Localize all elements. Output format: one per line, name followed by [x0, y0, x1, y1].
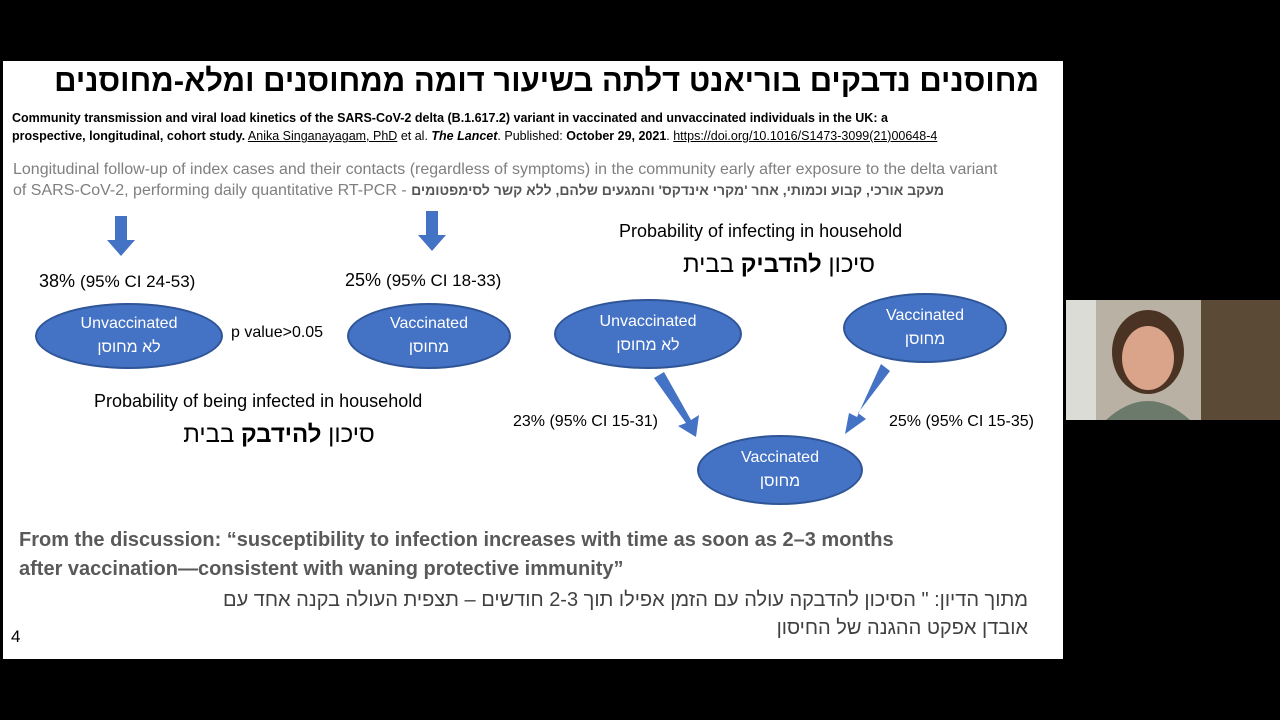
slide-title: מחוסנים נדבקים בוריאנט דלתה בשיעור דומה … [54, 63, 1039, 98]
doi-link[interactable]: https://doi.org/10.1016/S1473-3099(21)00… [673, 129, 938, 143]
reference-line-2: prospective, longitudinal, cohort study.… [12, 129, 938, 143]
vax-transmission-rate: 25% (95% CI 15-35) [889, 413, 1034, 430]
p-value-label: p value>0.05 [231, 324, 324, 341]
method-line-2: of SARS-CoV-2, performing daily quantita… [13, 182, 945, 199]
author-link[interactable]: Anika Singanayagam, PhD [247, 129, 398, 143]
unvaccinated-ellipse-left: Unvaccinated לא מחוסן [35, 303, 223, 369]
discussion-he-line-1: מתוך הדיון: " הסיכון להדבקה עולה עם הזמן… [223, 589, 1028, 611]
vaccinated-contact-ellipse: Vaccinated מחוסן [697, 435, 863, 505]
down-arrow-right [418, 211, 446, 251]
page-number: 4 [11, 627, 21, 646]
being-infected-caption-he: סיכון להידבק בבית [183, 421, 375, 448]
webcam-video-thumbnail[interactable] [1066, 300, 1280, 420]
transmission-arrows [654, 364, 890, 437]
infecting-caption-en: Probability of infecting in household [619, 221, 903, 241]
discussion-he-line-2: אובדן אפקט ההגנה של החיסון [776, 617, 1028, 639]
arrow-unvax-to-vax [654, 372, 699, 437]
discussion-en-line-2: after vaccination—consistent with waning… [19, 558, 624, 580]
unvax-transmission-rate: 23% (95% CI 15-31) [513, 413, 658, 430]
method-line-1: Longitudinal follow-up of index cases an… [13, 161, 998, 178]
unvaccinated-infected-rate: 38% (95% CI 24-53) [39, 271, 196, 291]
infecting-caption-he: סיכון להדביק בבית [683, 251, 875, 278]
being-infected-caption-en: Probability of being infected in househo… [94, 391, 423, 411]
vaccinated-ellipse-right: Vaccinated מחוסן [843, 293, 1007, 363]
reference-line-1: Community transmission and viral load ki… [12, 111, 888, 125]
unvaccinated-ellipse-right: Unvaccinated לא מחוסן [554, 299, 742, 369]
vaccinated-infected-rate: 25% (95% CI 18-33) [345, 270, 502, 290]
down-arrow-left [107, 216, 135, 256]
presenter-video-icon [1066, 300, 1280, 420]
presentation-slide: מחוסנים נדבקים בוריאנט דלתה בשיעור דומה … [3, 61, 1063, 659]
arrow-vax-to-vax [845, 364, 890, 434]
vaccinated-ellipse-left: Vaccinated מחוסן [347, 303, 511, 369]
discussion-en-line-1: From the discussion: “susceptibility to … [19, 529, 894, 551]
